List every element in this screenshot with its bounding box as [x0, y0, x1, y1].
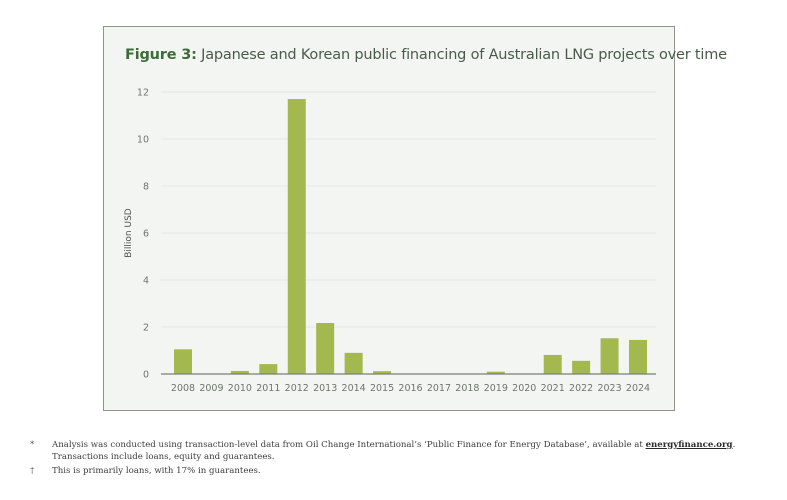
x-tick-label: 2024	[626, 383, 650, 394]
x-tick-label: 2020	[512, 383, 536, 394]
x-tick-label: 2008	[171, 383, 195, 394]
y-tick-label: 10	[137, 135, 149, 146]
x-tick-label: 2012	[285, 383, 309, 394]
bar-2024	[629, 339, 647, 374]
x-tick-label: 2022	[569, 383, 593, 394]
x-tick-label: 2021	[541, 383, 565, 394]
y-tick-label: 6	[143, 229, 149, 240]
y-tick-label: 2	[143, 323, 149, 334]
x-tick-label: 2015	[370, 383, 394, 394]
bar-2008	[174, 349, 192, 374]
x-tick-label: 2016	[398, 383, 422, 394]
y-axis-ticks: 0 2 4 6 8 10 12	[137, 88, 149, 381]
x-tick-label: 2009	[199, 383, 223, 394]
footnote-text: Analysis was conducted using transaction…	[52, 440, 646, 450]
bars	[174, 99, 647, 375]
gridlines	[161, 91, 656, 328]
figure-title-text: Japanese and Korean public financing of …	[196, 47, 727, 63]
x-tick-label: 2019	[484, 383, 508, 394]
footnote-dagger: † This is primarily loans, with 17% in g…	[30, 465, 770, 477]
footnote-mark: †	[30, 466, 35, 476]
figure-title: Figure 3: Japanese and Korean public fin…	[125, 47, 727, 63]
x-tick-label: 2010	[228, 383, 252, 394]
y-tick-label: 4	[143, 276, 149, 287]
footnotes: * Analysis was conducted using transacti…	[30, 439, 770, 479]
bar-2023	[600, 338, 619, 374]
bar-2019	[486, 371, 505, 374]
footnote-text-end: .	[732, 440, 736, 450]
footnote-mark: *	[30, 440, 35, 450]
bar-2015	[373, 371, 392, 374]
footnote-text: This is primarily loans, with 17% in gua…	[52, 466, 261, 476]
bar-2014	[344, 352, 363, 374]
x-tick-label: 2018	[455, 383, 479, 394]
footnote-asterisk: * Analysis was conducted using transacti…	[30, 439, 770, 463]
bar-2021	[543, 354, 562, 374]
x-tick-label: 2014	[342, 383, 366, 394]
y-axis-label: Billion USD	[124, 208, 134, 258]
x-tick-label: 2011	[256, 383, 280, 394]
figure-panel: Figure 3: Japanese and Korean public fin…	[103, 26, 727, 411]
bar-2022	[572, 360, 591, 374]
y-tick-label: 0	[143, 370, 149, 381]
x-tick-label: 2013	[313, 383, 337, 394]
x-axis-ticks: 2008 2009 2010 2011 2012 2013 2014 2015 2016 2017…	[171, 383, 650, 394]
bar-2011	[259, 364, 278, 374]
x-tick-label: 2023	[597, 383, 621, 394]
energyfinance-link[interactable]: energyfinance.org	[645, 440, 733, 450]
footnote-text-line2: Transactions include loans, equity and g…	[52, 452, 275, 462]
y-tick-label: 12	[137, 88, 149, 99]
bar-2013	[316, 323, 335, 374]
bar-2010	[230, 370, 249, 374]
bar-2012	[287, 99, 306, 375]
figure-label: Figure 3:	[125, 47, 197, 63]
y-tick-label: 8	[143, 182, 149, 193]
x-tick-label: 2017	[427, 383, 451, 394]
